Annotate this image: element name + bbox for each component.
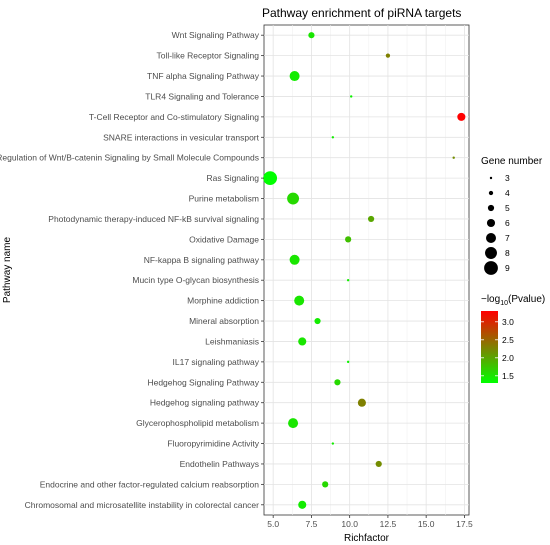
color-legend-tick-label: 2.5 (502, 335, 514, 345)
color-legend-title: −log10(Pvalue) (481, 294, 545, 307)
color-scale-bar (481, 311, 498, 383)
size-legend-title: Gene number (481, 156, 543, 167)
color-legend-tick-label: 2.0 (502, 353, 514, 363)
y-tick-label: Wnt Signaling Pathway (172, 30, 260, 40)
size-legend-label: 3 (505, 173, 510, 183)
size-legend-symbol (488, 190, 494, 196)
data-point (298, 500, 307, 509)
chart-title: Pathway enrichment of piRNA targets (262, 6, 461, 20)
x-tick-label: 17.5 (456, 519, 473, 529)
data-point (263, 171, 278, 186)
y-tick-label: Photodynamic therapy-induced NF-kB survi… (48, 214, 259, 224)
size-legend-label: 4 (505, 188, 510, 198)
y-tick-label: Oxidative Damage (189, 234, 259, 244)
x-axis-tick-labels: 5.0 7.5 10.0 12.5 15.0 17.5 (267, 515, 473, 529)
color-legend-title-prefix: −log (481, 294, 500, 305)
data-point (367, 215, 375, 223)
y-tick-label: Hedgehog signaling pathway (150, 398, 260, 408)
data-point (331, 442, 335, 445)
x-tick-label: 15.0 (418, 519, 435, 529)
size-legend-symbol (486, 218, 496, 228)
plot-panel (263, 24, 470, 516)
size-legend-label: 8 (505, 248, 510, 258)
color-legend-title-suffix: (Pvalue) (508, 294, 545, 305)
data-point (331, 136, 335, 139)
y-tick-label: Hedgehog Signaling Pathway (147, 377, 259, 387)
data-point (298, 337, 307, 346)
y-tick-label: Toll-like Receptor Signaling (156, 51, 259, 61)
y-tick-label: Ras Signaling (207, 173, 260, 183)
data-point (375, 460, 382, 468)
size-legend: Gene number 3 4 5 6 7 8 9 (481, 156, 543, 275)
size-legend-label: 6 (505, 218, 510, 228)
size-legend-symbol (487, 204, 495, 212)
grid-lines (264, 25, 469, 515)
data-point (345, 236, 352, 243)
y-tick-label: IL17 signaling pathway (173, 357, 260, 367)
size-legend-symbol (485, 247, 497, 259)
y-tick-label: Mucin type O-glycan biosynthesis (132, 275, 259, 285)
x-tick-label: 10.0 (341, 519, 358, 529)
data-point (314, 317, 321, 325)
data-point (322, 481, 329, 488)
color-legend-title-subscript: 10 (500, 300, 508, 307)
color-legend: −log10(Pvalue) 1.5 2.0 2.5 3.0 (481, 294, 545, 383)
y-tick-label: SNARE interactions in vesicular transpor… (103, 132, 260, 142)
data-point (452, 156, 455, 159)
data-point (457, 112, 466, 121)
data-point (294, 295, 305, 306)
data-point (308, 32, 315, 39)
y-tick-label: Purine metabolism (189, 194, 259, 204)
size-legend-items: 3 4 5 6 7 8 9 (484, 173, 510, 275)
y-tick-label: NF-kappa B signaling pathway (144, 255, 260, 265)
x-tick-label: 12.5 (380, 519, 397, 529)
data-point (334, 379, 341, 386)
size-legend-label: 7 (505, 233, 510, 243)
y-axis-title: Pathway name (2, 236, 13, 303)
y-tick-label: Glycerophospholipid metabolism (136, 418, 259, 428)
y-axis-tick-labels: Wnt Signaling Pathway Toll-like Receptor … (0, 30, 264, 510)
y-tick-label: Leishmaniasis (205, 336, 259, 346)
x-tick-label: 5.0 (267, 519, 279, 529)
data-points (263, 32, 466, 509)
size-legend-label: 9 (505, 263, 510, 273)
y-tick-label: Morphine addiction (187, 296, 259, 306)
color-legend-tick-label: 3.0 (502, 317, 514, 327)
data-point (350, 95, 353, 98)
color-legend-tick-label: 1.5 (502, 371, 514, 381)
y-tick-label: Endocrine and other factor-regulated cal… (40, 479, 260, 489)
y-tick-label: Endothelin Pathways (180, 459, 259, 469)
data-point (357, 398, 366, 407)
x-tick-label: 7.5 (306, 519, 318, 529)
color-legend-ticks: 1.5 2.0 2.5 3.0 (481, 317, 514, 381)
data-point (346, 279, 350, 282)
size-legend-symbol (486, 233, 496, 243)
y-tick-label: Chromosomal and microsatellite instabili… (25, 500, 259, 510)
y-tick-label: Mineral absorption (189, 316, 259, 326)
size-legend-label: 5 (505, 203, 510, 213)
size-legend-symbol (484, 261, 498, 275)
data-point (346, 360, 350, 364)
y-tick-label: Regulation of Wnt/B-catenin Signaling by… (0, 153, 259, 163)
data-point (385, 53, 391, 58)
data-point (287, 192, 300, 205)
y-tick-label: Fluoropyrimidine Activity (167, 439, 259, 449)
data-point (288, 418, 299, 429)
x-axis-title: Richfactor (344, 533, 390, 544)
data-point (289, 71, 300, 82)
y-tick-label: TLR4 Signaling and Tolerance (145, 91, 259, 101)
y-tick-label: TNF alpha Signaling Pathway (147, 71, 260, 81)
size-legend-symbol (489, 176, 493, 180)
data-point (289, 254, 300, 265)
y-tick-label: T-Cell Receptor and Co-stimulatory Signa… (89, 112, 259, 122)
